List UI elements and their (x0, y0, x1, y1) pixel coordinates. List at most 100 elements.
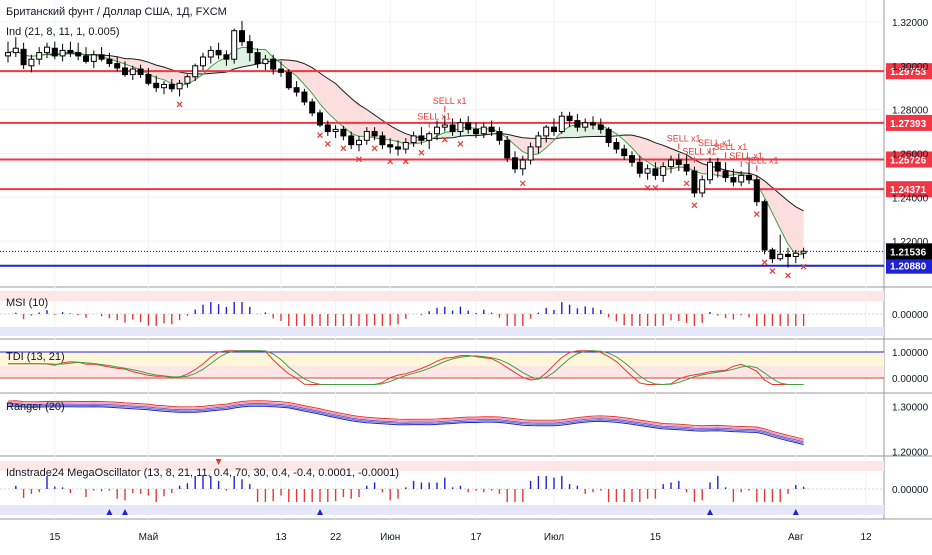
candle-body[interactable] (67, 49, 74, 54)
candle-body[interactable] (590, 122, 596, 126)
candle-body[interactable] (270, 58, 277, 70)
candle-body[interactable] (582, 122, 589, 128)
candle-body[interactable] (246, 41, 253, 54)
candle-body[interactable] (613, 142, 620, 150)
candle-body[interactable] (36, 52, 43, 60)
candle-body[interactable] (792, 252, 799, 257)
candle-body[interactable] (800, 250, 807, 254)
candle-body[interactable] (402, 142, 409, 150)
candle-body[interactable] (239, 30, 245, 43)
candle-body[interactable] (317, 112, 323, 126)
candle-body[interactable] (527, 146, 534, 161)
candle-body[interactable] (574, 120, 581, 128)
candle-body[interactable] (543, 126, 550, 137)
candle-body[interactable] (699, 179, 706, 194)
candle-body[interactable] (278, 68, 284, 73)
candle-body[interactable] (644, 168, 651, 174)
candle-body[interactable] (200, 56, 206, 67)
candle-body[interactable] (90, 54, 97, 62)
candle-body[interactable] (28, 58, 35, 67)
candle-body[interactable] (465, 122, 472, 130)
candle-body[interactable] (44, 46, 50, 54)
candle-body[interactable] (192, 65, 199, 78)
candle-body[interactable] (605, 128, 612, 144)
candle-body[interactable] (785, 253, 791, 258)
candle-body[interactable] (707, 161, 713, 181)
candle-body[interactable] (675, 159, 682, 165)
candle-body[interactable] (496, 131, 503, 141)
candle-body[interactable] (449, 124, 456, 133)
candle-body[interactable] (348, 135, 355, 146)
candle-body[interactable] (379, 135, 386, 146)
candle-body[interactable] (184, 76, 191, 84)
candle-body[interactable] (75, 52, 82, 57)
candle-body[interactable] (769, 249, 776, 260)
candle-body[interactable] (746, 174, 752, 181)
candle-body[interactable] (761, 201, 768, 251)
candle-body[interactable] (738, 174, 745, 183)
candle-body[interactable] (324, 124, 331, 133)
candle-body[interactable] (137, 68, 144, 76)
candle-body[interactable] (652, 168, 659, 176)
candle-body[interactable] (153, 82, 160, 89)
candle-body[interactable] (597, 124, 604, 130)
candle-body[interactable] (457, 122, 464, 133)
candle-body[interactable] (5, 52, 11, 57)
candle-body[interactable] (418, 135, 425, 141)
candle-body[interactable] (730, 177, 737, 183)
candle-body[interactable] (293, 87, 300, 93)
candle-body[interactable] (566, 115, 573, 122)
candle-body[interactable] (519, 159, 526, 170)
candle-body[interactable] (410, 135, 417, 144)
candle-body[interactable] (371, 131, 378, 137)
candle-body[interactable] (668, 159, 674, 168)
candle-body[interactable] (83, 55, 89, 62)
candle-body[interactable] (512, 157, 518, 170)
ranger-pane[interactable] (7, 400, 804, 446)
candle-body[interactable] (535, 135, 542, 148)
candle-body[interactable] (106, 58, 113, 65)
candle-body[interactable] (223, 54, 230, 60)
candle-body[interactable] (59, 49, 66, 57)
candle-body[interactable] (309, 101, 316, 114)
candle-body[interactable] (356, 139, 362, 146)
candle-body[interactable] (441, 124, 448, 128)
msi-pane[interactable] (0, 291, 884, 336)
candle-body[interactable] (558, 115, 565, 133)
candle-body[interactable] (551, 126, 557, 133)
candle-body[interactable] (434, 126, 440, 135)
candle-body[interactable] (98, 54, 105, 60)
candle-body[interactable] (480, 126, 487, 135)
candle-body[interactable] (777, 253, 784, 260)
candle-body[interactable] (254, 52, 261, 65)
candle-body[interactable] (207, 49, 214, 58)
candle-body[interactable] (51, 47, 58, 57)
megaoscillator-pane[interactable] (0, 459, 884, 515)
candle-body[interactable] (426, 133, 433, 141)
candle-body[interactable] (504, 139, 511, 159)
candle-body[interactable] (488, 126, 495, 133)
candle-body[interactable] (395, 146, 401, 150)
candle-body[interactable] (629, 155, 635, 163)
candle-body[interactable] (12, 47, 19, 54)
candle-body[interactable] (20, 48, 27, 66)
candle-body[interactable] (176, 82, 183, 90)
candle-body[interactable] (168, 83, 175, 90)
candle-body[interactable] (262, 58, 269, 65)
candle-body[interactable] (285, 71, 292, 89)
candle-body[interactable] (114, 63, 121, 69)
candle-body[interactable] (387, 144, 394, 148)
candle-body[interactable] (231, 30, 238, 60)
candle-body[interactable] (301, 91, 308, 103)
candle-body[interactable] (473, 128, 479, 135)
candle-body[interactable] (340, 128, 347, 137)
candle-body[interactable] (363, 131, 370, 141)
candle-body[interactable] (161, 83, 167, 89)
candle-body[interactable] (714, 161, 721, 172)
candle-body[interactable] (722, 170, 729, 179)
candle-body[interactable] (122, 67, 128, 76)
candle-body[interactable] (215, 49, 222, 56)
